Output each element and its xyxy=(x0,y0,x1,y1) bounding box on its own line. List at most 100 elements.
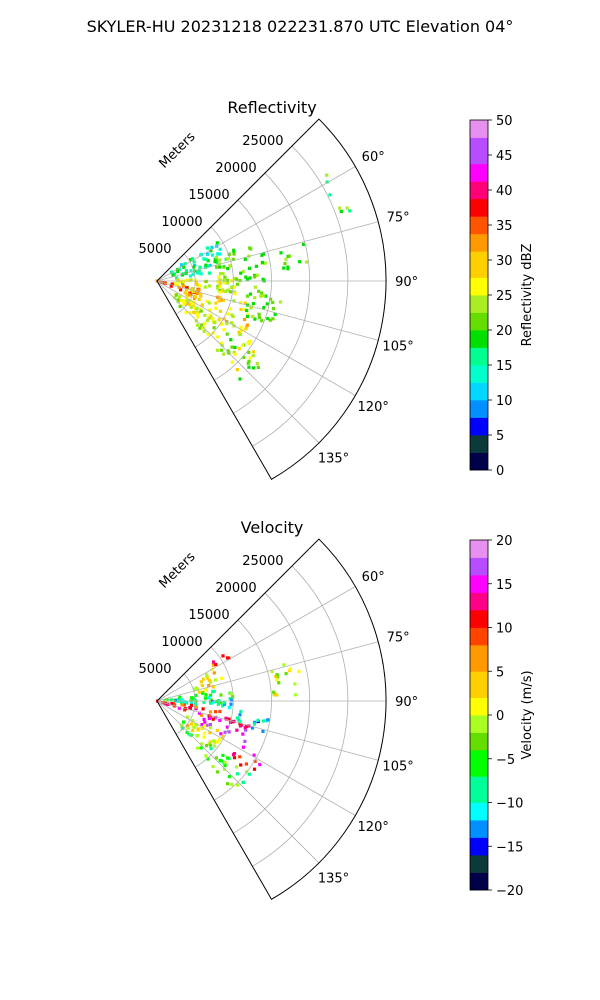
colorbar-segment xyxy=(470,233,488,243)
data-cell xyxy=(238,724,243,728)
colorbar-segment xyxy=(470,303,488,313)
data-cell xyxy=(177,295,182,299)
colorbar-tick-label: 20 xyxy=(496,324,513,339)
data-cell xyxy=(251,366,256,370)
data-cell xyxy=(184,311,188,315)
azimuth-line xyxy=(156,641,379,702)
azimuth-tick-label: 90° xyxy=(395,695,418,710)
colorbar-tick-label: 20 xyxy=(496,534,513,549)
data-cell xyxy=(206,332,210,336)
data-cell xyxy=(223,763,227,768)
colorbar-tick-label: 10 xyxy=(496,622,513,637)
colorbar-segment xyxy=(470,575,488,585)
data-cell xyxy=(177,267,181,271)
data-cell xyxy=(183,700,187,704)
data-cell xyxy=(215,265,219,269)
data-cell xyxy=(217,299,221,303)
data-cell xyxy=(216,335,220,339)
data-cell xyxy=(241,745,245,749)
data-cell xyxy=(245,277,250,281)
data-cell xyxy=(257,315,262,320)
data-cell xyxy=(225,332,229,336)
data-cell xyxy=(225,756,230,760)
data-cell xyxy=(187,293,191,297)
data-cell xyxy=(253,720,257,724)
colorbar-segment xyxy=(470,688,488,698)
colorbar-segment xyxy=(470,811,488,821)
data-cell xyxy=(207,301,211,305)
data-cell xyxy=(288,667,292,671)
data-cell xyxy=(229,692,233,696)
data-cell xyxy=(192,687,197,691)
data-cell xyxy=(268,318,272,322)
data-cell xyxy=(277,681,281,685)
data-cell xyxy=(174,293,178,297)
colorbar-segment xyxy=(470,251,488,261)
data-cell xyxy=(211,717,215,721)
data-cell xyxy=(214,662,218,667)
data-cell xyxy=(235,765,239,769)
colorbar-tick-label: −20 xyxy=(496,884,523,899)
data-cell xyxy=(256,365,260,369)
azimuth-line xyxy=(156,280,356,396)
data-cell xyxy=(226,782,230,786)
data-cell xyxy=(278,300,283,304)
colorbar-segment xyxy=(470,137,488,147)
data-cell xyxy=(192,310,196,314)
radial-axis-label: Meters xyxy=(157,129,199,171)
data-cell xyxy=(186,724,190,728)
data-cell xyxy=(185,302,189,306)
data-cell xyxy=(195,312,199,316)
data-cell xyxy=(255,273,259,277)
data-cell xyxy=(183,262,187,266)
data-cell xyxy=(172,281,177,286)
data-cell xyxy=(348,209,352,213)
data-cell xyxy=(199,293,203,297)
data-cell xyxy=(218,281,222,286)
data-cell xyxy=(191,304,195,308)
range-tick-label: 15000 xyxy=(188,188,229,203)
data-cell xyxy=(189,258,193,262)
data-cell xyxy=(196,746,200,750)
data-cell xyxy=(274,674,278,679)
colorbar-segment xyxy=(470,767,488,777)
colorbar-label: Velocity (m/s) xyxy=(520,670,535,759)
data-cell xyxy=(239,325,243,329)
data-cell xyxy=(176,298,180,302)
data-cell xyxy=(197,288,201,292)
data-cell xyxy=(262,306,266,310)
data-cell xyxy=(203,321,207,325)
data-cell xyxy=(218,247,222,251)
data-cell xyxy=(204,754,208,758)
colorbar: 0 5 10 15 20 25 30 35 40 45 50 Reflectivity dBZ xyxy=(469,114,535,479)
data-cell xyxy=(208,680,213,684)
data-cell xyxy=(220,348,224,352)
data-cell xyxy=(203,285,207,289)
data-cell xyxy=(184,288,189,292)
data-cell xyxy=(233,292,237,296)
data-cell xyxy=(203,720,207,724)
data-cell xyxy=(232,299,236,303)
data-cell xyxy=(228,264,232,268)
range-ring xyxy=(175,253,196,315)
data-cell xyxy=(232,252,236,256)
velocity-panel: Velocity 60° 75° 90° 105° 120° 135° 5000 10000 15… xyxy=(138,518,535,901)
data-cell xyxy=(198,326,202,330)
colorbar-segment xyxy=(470,741,488,751)
data-cell xyxy=(243,307,247,311)
data-cell xyxy=(222,352,226,356)
colorbar-segment xyxy=(470,601,488,611)
data-cell xyxy=(197,711,202,715)
data-cell xyxy=(201,707,205,711)
data-cell xyxy=(209,701,213,705)
azimuth-line xyxy=(156,700,320,864)
data-cell xyxy=(232,285,236,289)
data-cell xyxy=(202,257,206,261)
data-cell xyxy=(226,349,230,353)
range-ring xyxy=(214,619,272,801)
data-cell xyxy=(231,695,235,699)
colorbar: −20 −15 −10 −5 0 5 10 15 20 Velocity (m/s) xyxy=(469,534,535,899)
data-cell xyxy=(263,261,267,265)
data-cell xyxy=(200,742,204,746)
